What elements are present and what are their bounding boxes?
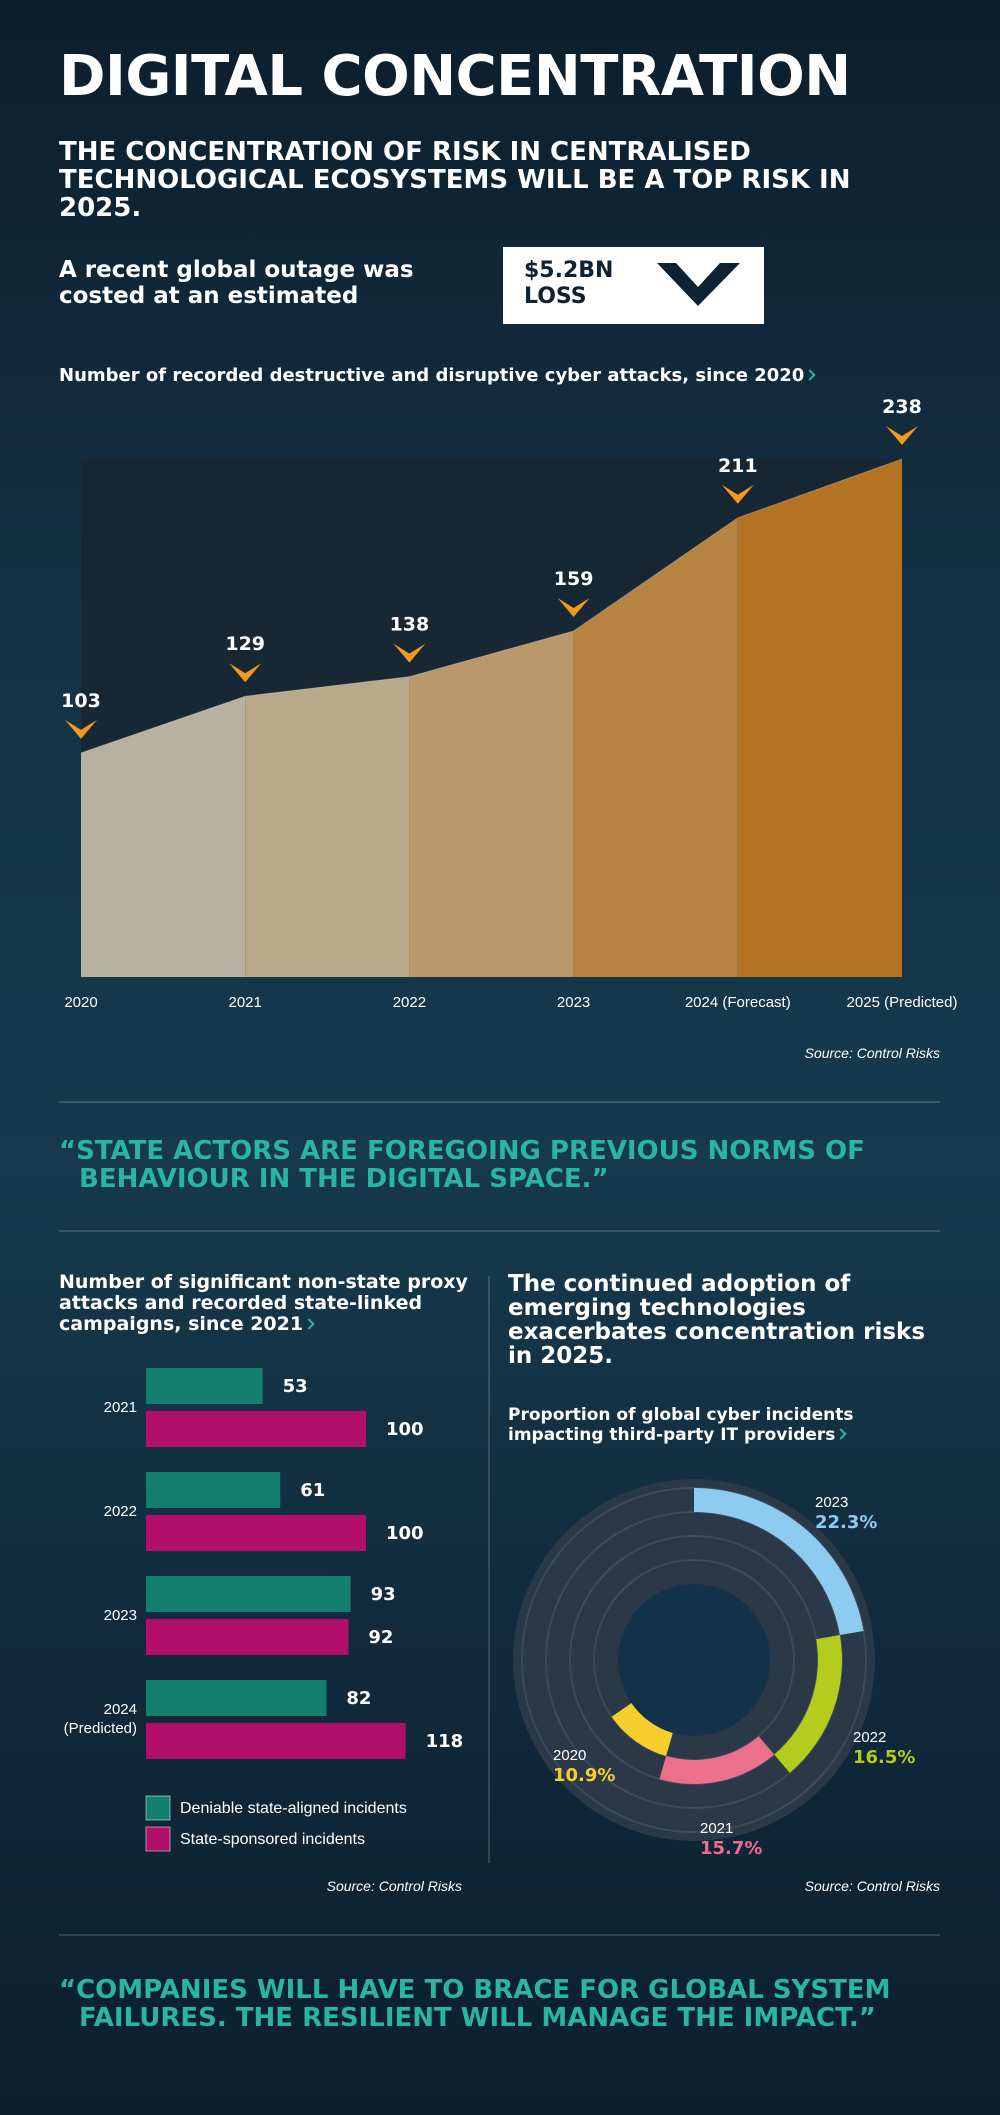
area-band xyxy=(409,630,574,977)
source: Source: Control Risks xyxy=(326,1878,462,1894)
x-tick-label: 2025 (Predicted) xyxy=(846,994,958,1011)
value-label: 100 xyxy=(386,1419,424,1440)
page-title: DIGITAL CONCENTRATION xyxy=(59,44,851,109)
value-marker xyxy=(393,643,426,663)
bar xyxy=(146,1680,327,1716)
x-tick-label: 2020 xyxy=(64,994,98,1011)
x-tick-label: 2024 (Forecast) xyxy=(684,994,791,1011)
x-tick-label: 2022 xyxy=(392,994,427,1011)
source: Source: Control Risks xyxy=(804,1878,940,1894)
bar-title-text: Number of significant non-state proxy at… xyxy=(59,1271,468,1335)
bar xyxy=(146,1368,263,1404)
y-tick-label: 2021 xyxy=(103,1398,137,1416)
bar xyxy=(146,1723,406,1759)
bar xyxy=(146,1472,281,1508)
chevron-icon xyxy=(835,1428,848,1440)
area-band xyxy=(245,676,410,977)
quote: “STATE ACTORS ARE FOREGOING PREVIOUS NOR… xyxy=(59,1136,865,1194)
area-outline xyxy=(80,458,903,754)
bar-title: Number of significant non-state proxy at… xyxy=(59,1272,479,1335)
loss-box xyxy=(503,247,764,324)
value-label: 129 xyxy=(225,633,265,655)
category-label: 2023 xyxy=(815,1494,848,1511)
value-label: 100 xyxy=(386,1523,424,1544)
value-label: 103 xyxy=(61,690,101,712)
value-label: 15.7% xyxy=(700,1838,762,1859)
value-label: 10.9% xyxy=(553,1765,615,1786)
value-label: 118 xyxy=(426,1731,464,1752)
chevron-icon xyxy=(303,1318,315,1330)
chevron-icon xyxy=(804,369,816,381)
value-label: 159 xyxy=(554,568,594,590)
value-label: 92 xyxy=(368,1627,393,1648)
value-label: 93 xyxy=(371,1584,396,1605)
area-band xyxy=(573,517,738,977)
area-band xyxy=(81,696,246,977)
donut-title-text: Proportion of global cyber incidents imp… xyxy=(508,1405,854,1445)
donut-arc xyxy=(774,1635,843,1773)
value-label: 82 xyxy=(346,1688,371,1709)
area-title: Number of recorded destructive and disru… xyxy=(59,365,816,386)
value-marker xyxy=(886,426,918,445)
bar xyxy=(146,1411,366,1447)
bar xyxy=(146,1619,349,1655)
value-label: 61 xyxy=(300,1480,325,1501)
category-label: 2020 xyxy=(553,1747,586,1764)
quote: “COMPANIES WILL HAVE TO BRACE FOR GLOBAL… xyxy=(59,1975,891,2033)
value-label: 16.5% xyxy=(853,1747,915,1768)
area-title-text: Number of recorded destructive and disru… xyxy=(59,365,805,386)
value-label: 238 xyxy=(882,396,922,418)
bar xyxy=(146,1576,351,1612)
category-label: 2021 xyxy=(700,1820,733,1837)
value-label: 138 xyxy=(390,614,430,636)
value-marker xyxy=(229,663,262,683)
loss-chevron xyxy=(657,263,740,306)
donut-title: Proportion of global cyber incidents imp… xyxy=(508,1405,948,1445)
legend-label: Deniable state-aligned incidents xyxy=(180,1800,407,1817)
bar xyxy=(146,1515,366,1551)
value-marker xyxy=(65,719,97,739)
x-tick-label: 2021 xyxy=(228,994,262,1011)
y-tick-label: 2022 xyxy=(103,1502,137,1520)
donut-hole xyxy=(618,1584,770,1736)
value-label: 211 xyxy=(718,455,758,477)
value-marker xyxy=(557,597,590,617)
legend-label: State-sponsored incidents xyxy=(180,1831,365,1848)
value-marker xyxy=(721,484,754,504)
legend-swatch xyxy=(145,1795,171,1821)
value-label: 22.3% xyxy=(815,1512,877,1533)
area-band xyxy=(737,459,902,977)
value-label: 53 xyxy=(283,1376,308,1397)
y-tick-label: 2023 xyxy=(103,1606,137,1624)
loss-amount: $5.2BN xyxy=(524,258,614,283)
donut-arc xyxy=(694,1488,864,1636)
category-label: 2022 xyxy=(853,1729,886,1746)
donut-heading: The continued adoption of emerging techn… xyxy=(508,1271,926,1369)
x-tick-label: 2023 xyxy=(556,994,591,1011)
y-tick-label: 2024 (Predicted) xyxy=(63,1701,137,1737)
subtitle: THE CONCENTRATION OF RISK IN CENTRALISED… xyxy=(59,137,851,223)
outage-text: A recent global outage was costed at an … xyxy=(59,257,414,309)
donut-arc xyxy=(611,1703,673,1757)
legend-swatch xyxy=(145,1826,171,1852)
loss-label: LOSS xyxy=(524,284,587,309)
donut-arc xyxy=(659,1736,775,1784)
source: Source: Control Risks xyxy=(804,1045,940,1061)
